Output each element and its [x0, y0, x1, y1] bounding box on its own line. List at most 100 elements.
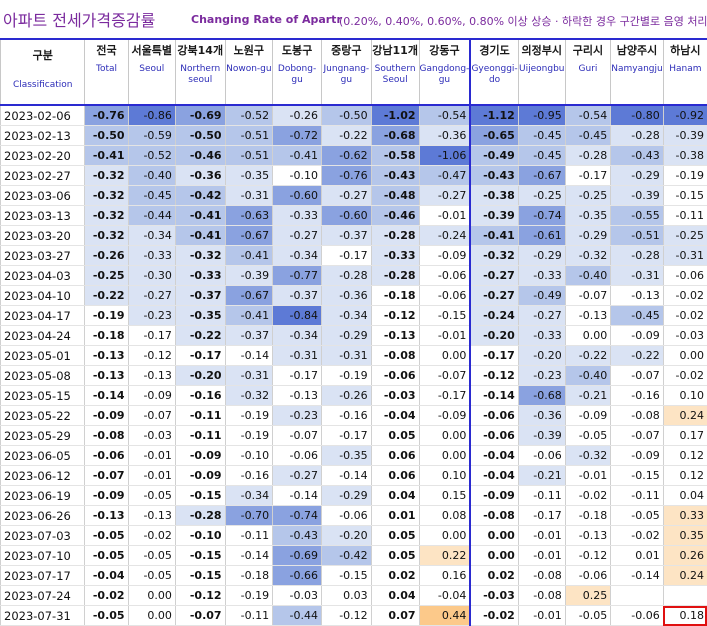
rate-cell: -0.92 [663, 105, 707, 126]
table-row: 2023-06-26-0.13-0.13-0.28-0.70-0.74-0.06… [1, 506, 707, 526]
rate-cell: -0.72 [273, 126, 322, 146]
column-header-english: Northern seoul [176, 64, 225, 86]
table-row: 2023-02-20-0.41-0.52-0.46-0.51-0.41-0.62… [1, 146, 707, 166]
rate-cell: -0.35 [565, 206, 611, 226]
rate-cell: -0.34 [273, 246, 322, 266]
rate-cell: -0.04 [470, 466, 518, 486]
rate-cell: -0.02 [470, 606, 518, 626]
rate-cell: -0.36 [322, 286, 372, 306]
rate-cell: -0.17 [128, 326, 175, 346]
rate-cell: -0.34 [273, 326, 322, 346]
rate-cell: -0.34 [128, 226, 175, 246]
row-date: 2023-02-20 [1, 146, 85, 166]
row-date: 2023-03-13 [1, 206, 85, 226]
table-row: 2023-07-03-0.05-0.02-0.10-0.11-0.43-0.20… [1, 526, 707, 546]
rate-cell: -0.09 [175, 466, 225, 486]
rate-cell: -0.19 [322, 366, 372, 386]
rate-cell: -0.14 [322, 466, 372, 486]
rate-cell: -0.07 [419, 366, 470, 386]
rate-cell: -0.39 [225, 266, 273, 286]
rate-cell: -0.77 [273, 266, 322, 286]
rate-cell: -0.45 [518, 126, 565, 146]
rate-cell: -0.07 [611, 426, 663, 446]
rate-cell: -0.19 [225, 586, 273, 606]
rate-cell: -0.55 [611, 206, 663, 226]
rate-cell: -0.09 [128, 386, 175, 406]
rate-cell: -0.40 [565, 366, 611, 386]
rate-cell: -0.09 [611, 446, 663, 466]
rate-cell: -0.32 [175, 246, 225, 266]
rate-cell: -0.10 [175, 526, 225, 546]
column-header-korean: 강동구 [420, 44, 470, 57]
rate-cell: -0.15 [175, 546, 225, 566]
rate-cell: -0.05 [85, 526, 128, 546]
column-header-korean: 구분 [1, 49, 84, 62]
rate-cell: -0.09 [419, 246, 470, 266]
rate-cell [663, 586, 707, 606]
table-row: 2023-05-15-0.14-0.09-0.16-0.32-0.13-0.26… [1, 386, 707, 406]
rate-cell: -0.37 [273, 286, 322, 306]
rate-cell: -0.09 [175, 446, 225, 466]
rate-cell: -0.10 [273, 166, 322, 186]
rate-cell: -0.33 [175, 266, 225, 286]
rate-cell: -0.01 [128, 466, 175, 486]
rate-cell: -0.43 [371, 166, 419, 186]
rate-cell: -0.45 [518, 146, 565, 166]
rate-cell: -0.04 [419, 586, 470, 606]
column-header-english: Classification [1, 80, 84, 91]
rate-cell: -0.42 [175, 186, 225, 206]
rate-cell: -0.05 [565, 606, 611, 626]
rate-cell: -0.19 [225, 426, 273, 446]
rate-cell: -0.48 [371, 186, 419, 206]
rate-cell: -0.41 [225, 246, 273, 266]
column-header-english: Namyangju [611, 64, 662, 75]
rate-cell: -0.13 [611, 286, 663, 306]
rate-cell: -0.06 [273, 446, 322, 466]
rate-cell: -0.15 [663, 186, 707, 206]
rate-cell: -0.11 [663, 206, 707, 226]
rate-cell: -0.39 [518, 426, 565, 446]
rate-cell: -0.41 [225, 306, 273, 326]
rate-cell: -0.23 [273, 406, 322, 426]
row-date: 2023-07-10 [1, 546, 85, 566]
rate-cell: -0.50 [175, 126, 225, 146]
rate-cell: -0.11 [225, 526, 273, 546]
row-date: 2023-07-03 [1, 526, 85, 546]
rate-cell: -0.26 [273, 105, 322, 126]
row-date: 2023-02-27 [1, 166, 85, 186]
rate-cell: -0.41 [85, 146, 128, 166]
rate-cell: -0.29 [565, 226, 611, 246]
column-header-korean: 강남11개 [372, 44, 419, 57]
rate-cell: -0.36 [175, 166, 225, 186]
rate-cell: -0.40 [128, 166, 175, 186]
rate-cell: -0.20 [470, 326, 518, 346]
rate-cell: -0.46 [371, 206, 419, 226]
rate-cell: -0.25 [518, 186, 565, 206]
rate-cell: -0.15 [419, 306, 470, 326]
rate-cell: -0.09 [611, 326, 663, 346]
rate-cell: -0.47 [419, 166, 470, 186]
column-header-korean: 경기도 [471, 44, 517, 57]
rate-cell: 0.05 [371, 546, 419, 566]
rate-cell: -0.08 [85, 426, 128, 446]
rate-cell: -0.76 [322, 166, 372, 186]
rate-cell: -0.31 [322, 346, 372, 366]
rate-cell: -0.01 [419, 326, 470, 346]
rate-cell: -1.12 [470, 105, 518, 126]
rate-cell: -0.14 [85, 386, 128, 406]
rate-cell: -0.06 [518, 446, 565, 466]
rate-cell: 0.26 [663, 546, 707, 566]
rate-cell: -0.51 [225, 146, 273, 166]
column-header-english: Dobong-gu [273, 64, 321, 86]
rate-cell: -0.16 [225, 466, 273, 486]
rate-cell: -0.32 [85, 226, 128, 246]
rate-cell: -0.39 [611, 186, 663, 206]
rate-cell: -0.86 [128, 105, 175, 126]
